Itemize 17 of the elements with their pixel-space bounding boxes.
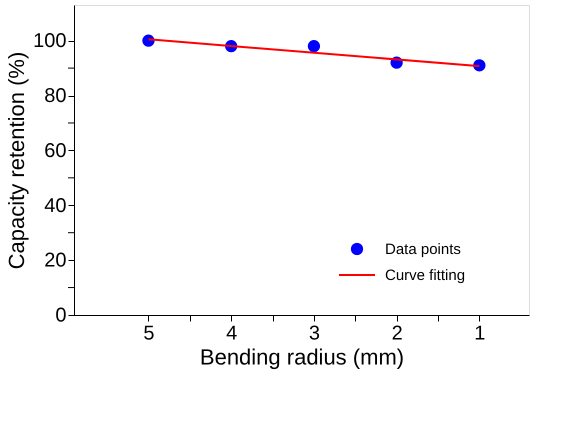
x-tick-label: 4 <box>226 322 238 344</box>
x-axis-title: Bending radius (mm) <box>200 344 404 370</box>
y-tick-label: 80 <box>44 85 66 108</box>
x-tick-label: 2 <box>392 322 403 344</box>
point <box>142 34 155 47</box>
y-tick-label: 40 <box>44 194 66 217</box>
legend-label: Data points <box>385 241 461 258</box>
x-tick-label: 5 <box>143 322 155 344</box>
x-tick-label: 3 <box>308 322 320 344</box>
y-tick-label: 60 <box>44 140 66 162</box>
legend-label: Curve fitting <box>385 267 466 284</box>
y-axis-title: Capacity retention (%) <box>4 52 30 270</box>
point <box>308 40 320 52</box>
y-tick-label: 0 <box>55 304 66 326</box>
y-tick-label: 20 <box>44 250 66 272</box>
y-tick-label: 100 <box>33 30 66 52</box>
x-tick-label: 1 <box>474 322 486 344</box>
